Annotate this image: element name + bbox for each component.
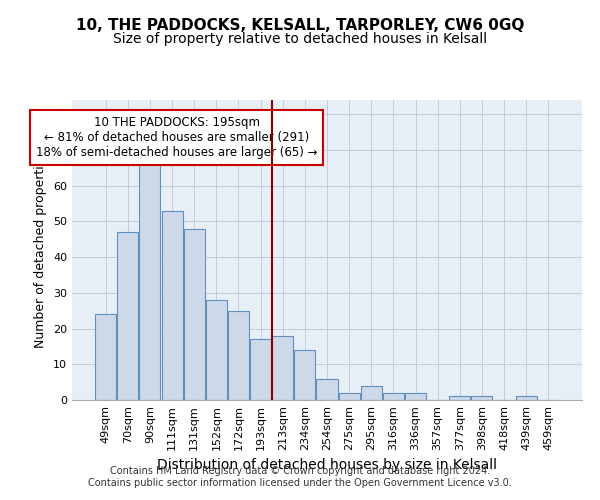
- Bar: [118, 232, 139, 400]
- Bar: [383, 393, 404, 400]
- Text: Contains HM Land Registry data © Crown copyright and database right 2024.
Contai: Contains HM Land Registry data © Crown c…: [88, 466, 512, 487]
- X-axis label: Distribution of detached houses by size in Kelsall: Distribution of detached houses by size …: [157, 458, 497, 472]
- Bar: [361, 386, 382, 400]
- Y-axis label: Number of detached properties: Number of detached properties: [34, 152, 47, 348]
- Bar: [250, 340, 271, 400]
- Bar: [228, 310, 249, 400]
- Text: Size of property relative to detached houses in Kelsall: Size of property relative to detached ho…: [113, 32, 487, 46]
- Bar: [184, 228, 205, 400]
- Bar: [95, 314, 116, 400]
- Bar: [139, 164, 160, 400]
- Text: 10, THE PADDOCKS, KELSALL, TARPORLEY, CW6 0GQ: 10, THE PADDOCKS, KELSALL, TARPORLEY, CW…: [76, 18, 524, 32]
- Bar: [161, 210, 182, 400]
- Bar: [515, 396, 536, 400]
- Bar: [472, 396, 493, 400]
- Text: 10 THE PADDOCKS: 195sqm
← 81% of detached houses are smaller (291)
18% of semi-d: 10 THE PADDOCKS: 195sqm ← 81% of detache…: [36, 116, 317, 159]
- Bar: [316, 378, 338, 400]
- Bar: [272, 336, 293, 400]
- Bar: [405, 393, 426, 400]
- Bar: [206, 300, 227, 400]
- Bar: [449, 396, 470, 400]
- Bar: [295, 350, 316, 400]
- Bar: [338, 393, 359, 400]
